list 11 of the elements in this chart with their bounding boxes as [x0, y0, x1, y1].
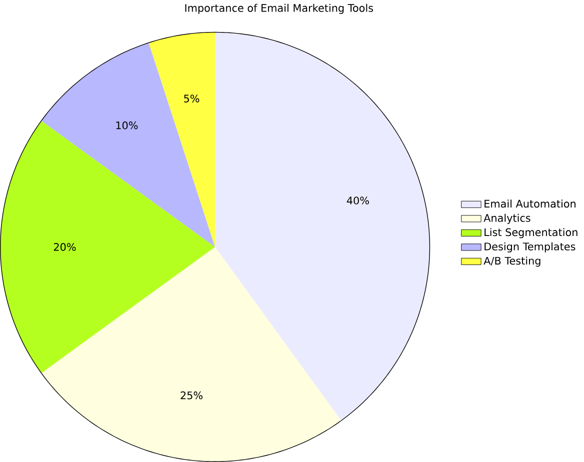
- data-label: 10%: [116, 121, 138, 130]
- legend-label: Design Templates: [484, 242, 576, 252]
- data-label: 25%: [180, 391, 203, 400]
- chart-title: Importance of Email Marketing Tools: [185, 4, 373, 14]
- legend-label: List Segmentation: [484, 228, 578, 238]
- legend-label: Email Automation: [484, 200, 576, 208]
- data-label: 40%: [346, 196, 369, 204]
- data-label: 5%: [184, 94, 200, 102]
- legend-label: A/B Testing: [484, 256, 540, 267]
- legend-label: Analytics: [484, 214, 530, 224]
- data-label: 20%: [54, 243, 76, 251]
